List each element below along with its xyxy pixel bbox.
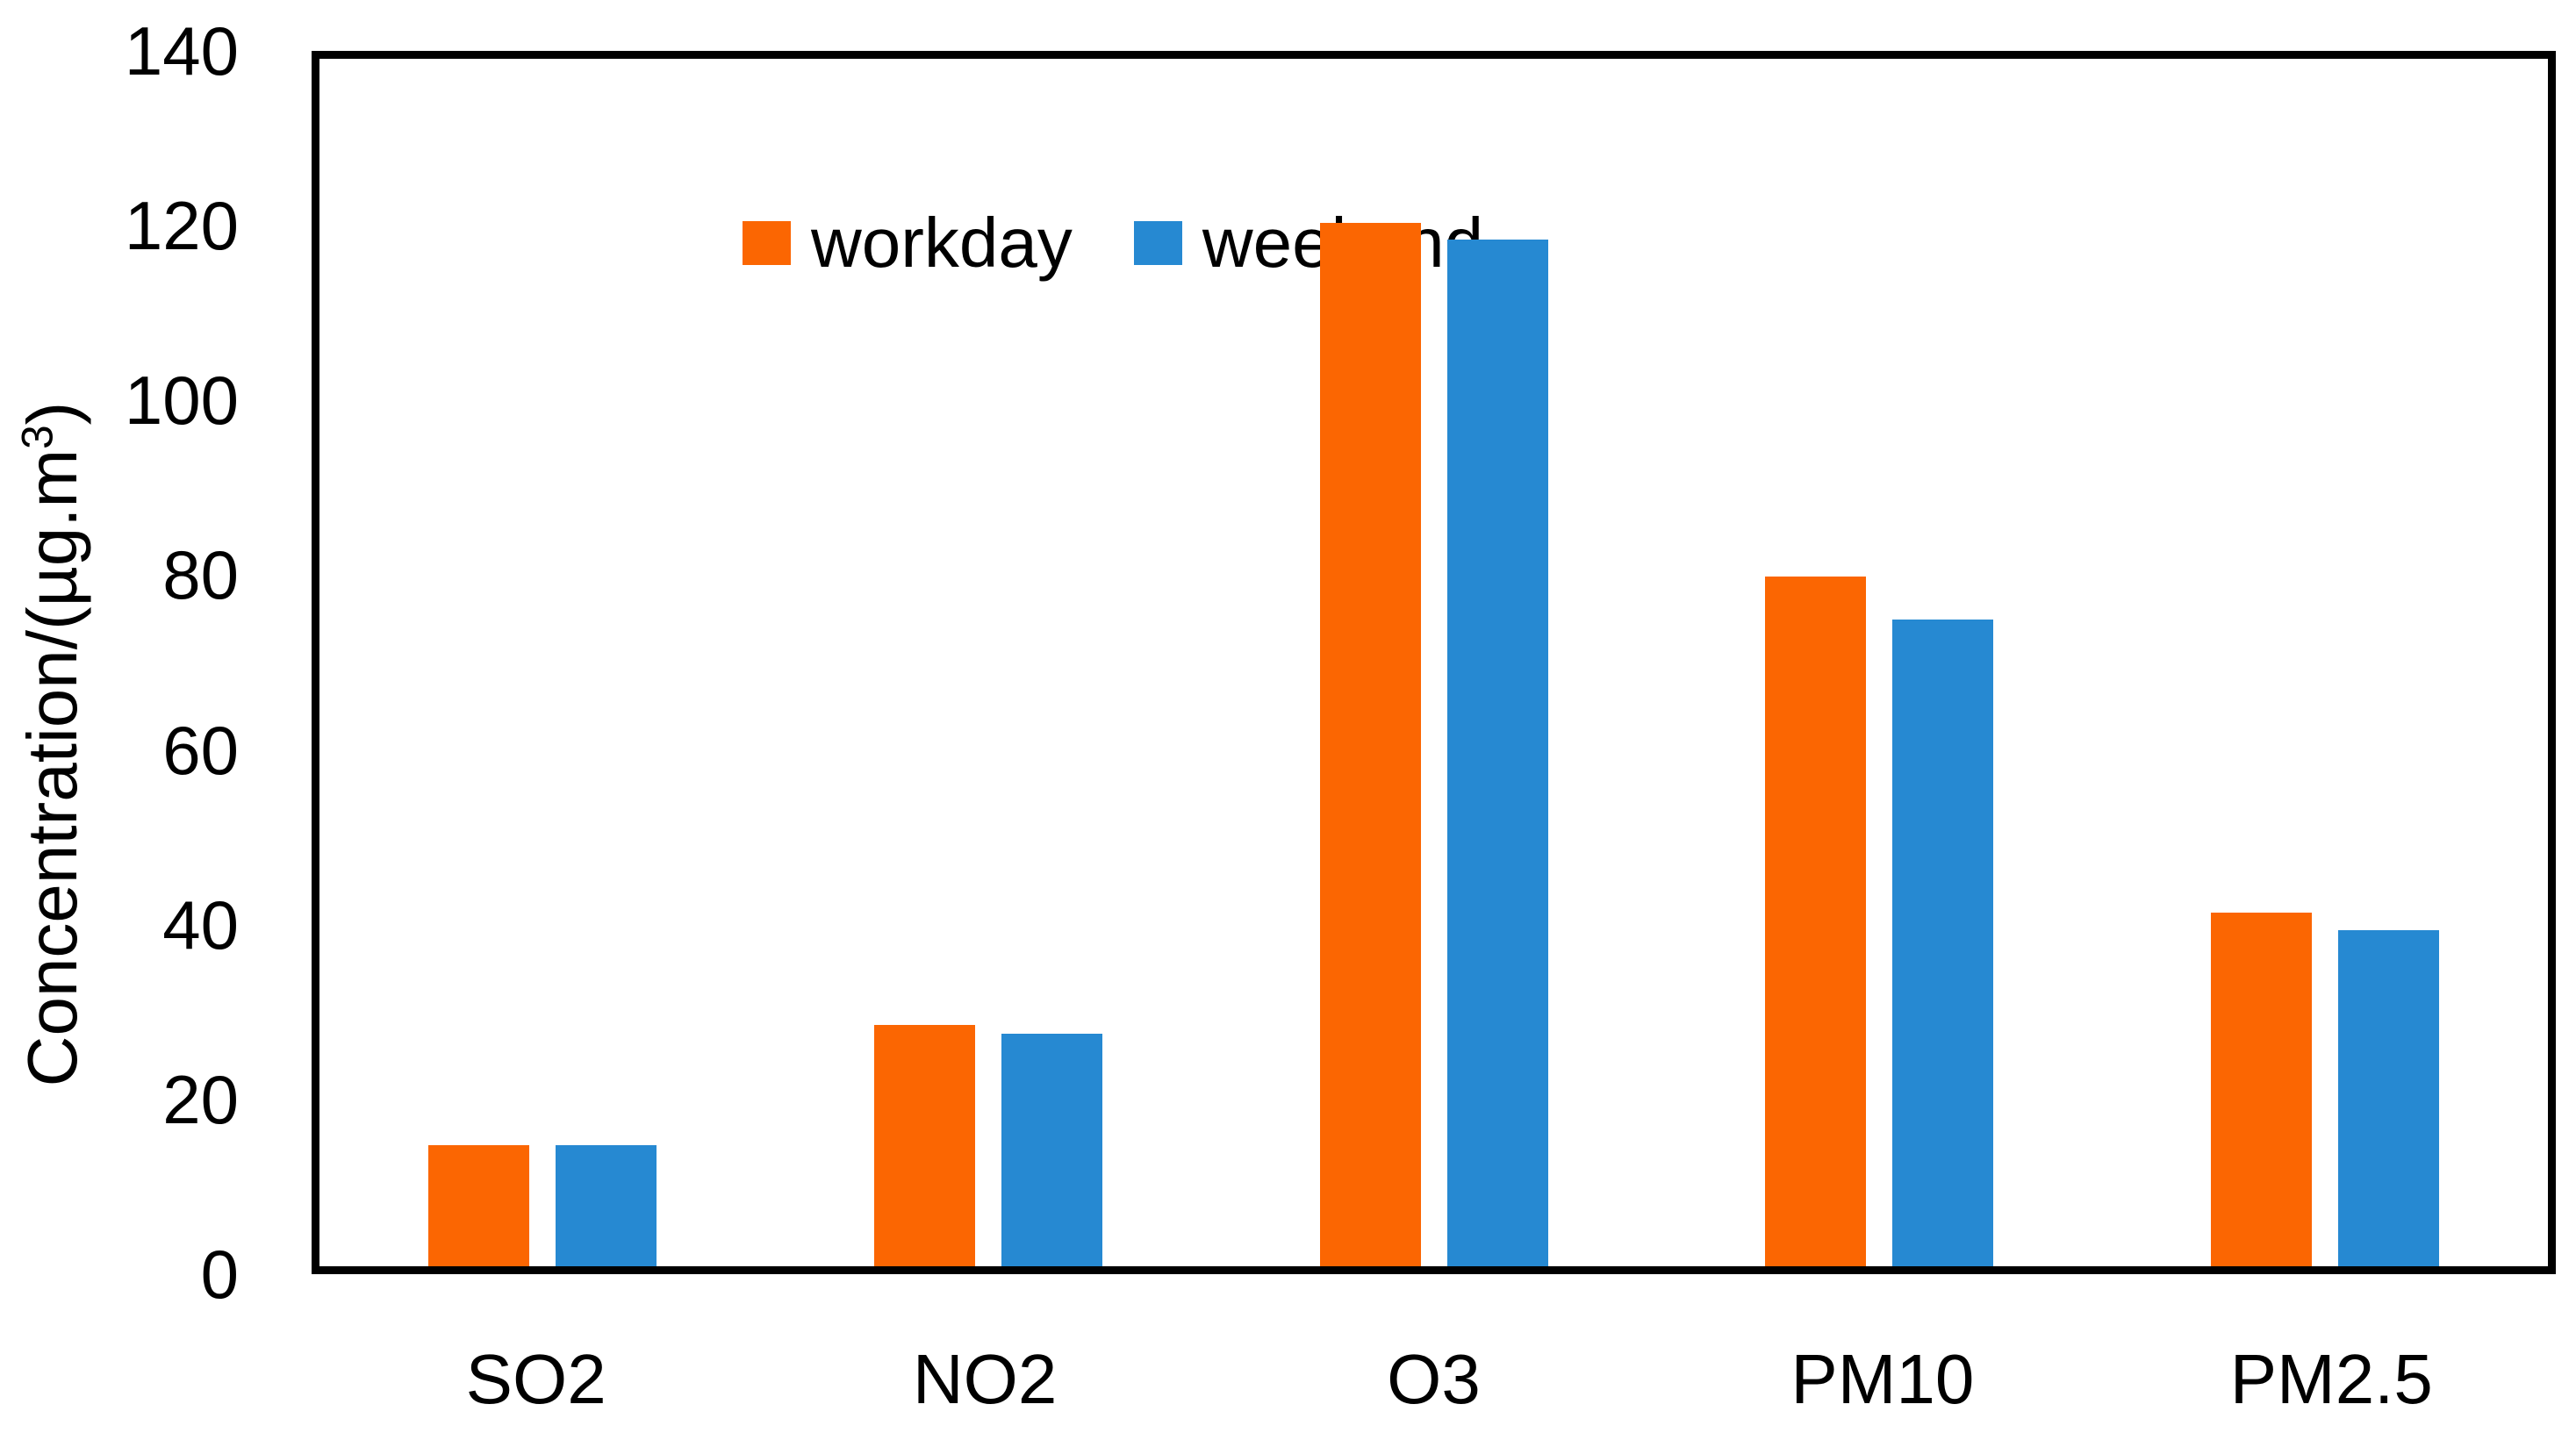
bar-weekend-PM2.5 [2338, 929, 2440, 1266]
legend-item-weekend: weekend [1133, 208, 1483, 278]
y-tick-label-120: 120 [124, 187, 239, 265]
bar-workday-NO2 [873, 1024, 975, 1266]
x-tick-label-O3: O3 [1387, 1340, 1481, 1418]
legend-marker-workday [743, 221, 791, 265]
bar-workday-O3 [1319, 222, 1421, 1266]
bar-weekend-SO2 [555, 1145, 657, 1266]
bar-weekend-O3 [1446, 240, 1548, 1266]
legend-marker-weekend [1133, 221, 1182, 265]
x-tick-label-PM10: PM10 [1790, 1340, 1975, 1418]
plot-area: workday weekend [312, 51, 2556, 1274]
bar-weekend-NO2 [1001, 1033, 1102, 1266]
y-tick-label-140: 140 [124, 12, 239, 90]
y-tick-label-0: 0 [200, 1236, 239, 1313]
bar-workday-SO2 [427, 1145, 529, 1266]
legend-item-workday: workday [743, 208, 1073, 278]
bar-workday-PM10 [1765, 576, 1867, 1266]
y-tick-label-20: 20 [162, 1060, 239, 1138]
y-tick-label-60: 60 [162, 711, 239, 789]
bar-workday-PM2.5 [2211, 913, 2313, 1266]
x-tick-label-PM2.5: PM2.5 [2229, 1340, 2433, 1418]
y-tick-label-40: 40 [162, 885, 239, 964]
y-tick-label-80: 80 [162, 536, 239, 614]
x-tick-label-NO2: NO2 [912, 1340, 1058, 1418]
x-tick-label-SO2: SO2 [465, 1340, 606, 1418]
legend-label-workday: workday [811, 204, 1073, 282]
y-tick-label-100: 100 [124, 362, 239, 440]
bar-weekend-PM10 [1892, 619, 1994, 1266]
